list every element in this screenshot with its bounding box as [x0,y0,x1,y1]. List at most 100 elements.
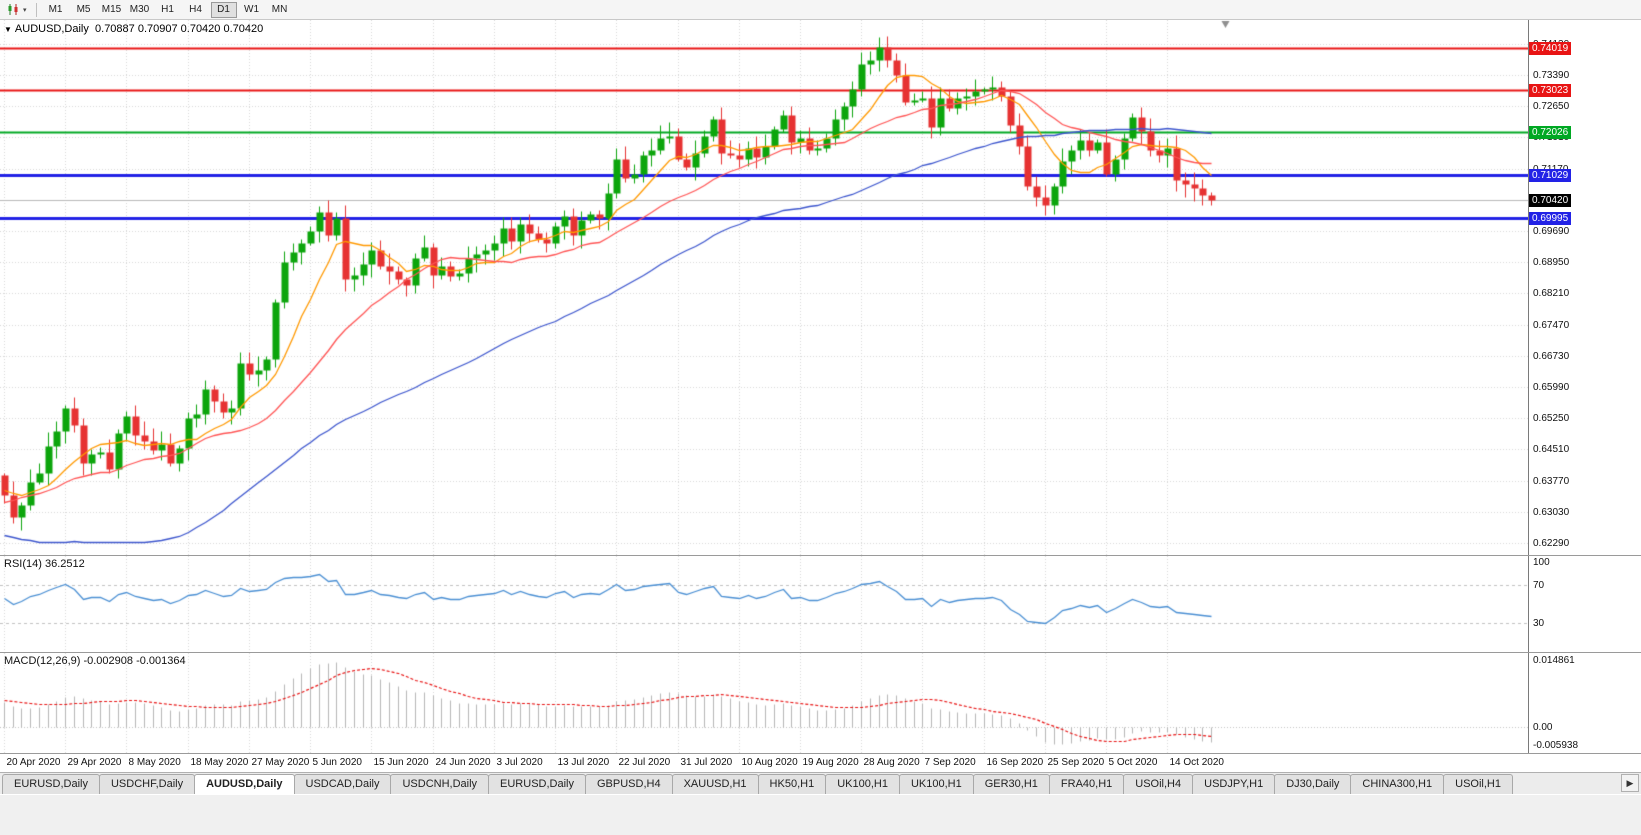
candlestick-chart-icon [8,4,18,15]
chart-tab-1-usdchf-daily[interactable]: USDCHF,Daily [98,774,196,794]
symbol-label: AUDUSD,Daily [14,23,89,35]
date-label: 16 Sep 2020 [986,757,1044,768]
ohlc-readout: 0.70887 0.70907 0.70420 0.70420 [95,23,264,35]
date-label: 24 Jun 2020 [435,757,491,768]
timeframe-button-d1[interactable]: D1 [210,1,237,18]
chart-tab-11-ger30-h1[interactable]: GER30,H1 [972,774,1050,794]
chart-tab-5-eurusd-daily[interactable]: EURUSD,Daily [488,774,586,794]
date-label: 31 Jul 2020 [680,757,733,768]
price-tick: 0.73390 [1533,69,1570,81]
chart-tab-13-usoil-h4[interactable]: USOil,H4 [1123,774,1194,794]
chart-tab-6-gbpusd-h4[interactable]: GBPUSD,H4 [585,774,673,794]
chart-tab-4-usdcnh-daily[interactable]: USDCNH,Daily [390,774,490,794]
rsi-axis[interactable]: 100 70 30 [1528,556,1641,652]
panel-splitter[interactable] [0,753,1641,754]
main-chart-canvas[interactable] [0,20,1528,555]
price-tick: 0.65990 [1533,381,1570,393]
price-level-box: 0.69995 [1529,211,1572,225]
date-label: 3 Jul 2020 [496,757,543,768]
panel-splitter[interactable] [0,652,1641,653]
date-label: 25 Sep 2020 [1047,757,1105,768]
timeframe-button-mn[interactable]: MN [267,2,293,18]
timeframe-button-m5[interactable]: M5 [71,2,97,18]
date-label: 8 May 2020 [128,757,181,768]
date-label: 22 Jul 2020 [618,757,671,768]
timeframe-button-m15[interactable]: M15 [99,2,125,18]
date-label: 18 May 2020 [190,757,249,768]
rsi-tick: 70 [1533,579,1545,591]
price-tick: 0.65250 [1533,412,1570,424]
date-label: 27 May 2020 [251,757,310,768]
price-tick: 0.68950 [1533,256,1570,268]
chart-tab-10-uk100-h1[interactable]: UK100,H1 [898,774,974,794]
rsi-label: RSI(14) 36.2512 [4,558,85,570]
price-level-box: 0.74019 [1529,41,1572,55]
macd-canvas[interactable] [0,653,1528,753]
date-label: 5 Jun 2020 [312,757,363,768]
chevron-down-icon[interactable]: ▾ [23,6,27,14]
symbol-ohlc-label: ▼ AUDUSD,Daily 0.70887 0.70907 0.70420 0.… [4,23,263,35]
price-axis[interactable]: 0.741300.733900.726500.719100.711700.704… [1528,20,1641,555]
price-tick: 0.63030 [1533,506,1570,518]
timeframe-button-h1[interactable]: H1 [155,2,181,18]
price-tick: 0.69690 [1533,225,1570,237]
date-label: 19 Aug 2020 [802,757,859,768]
panel-splitter[interactable] [0,555,1641,556]
timeframe-button-w1[interactable]: W1 [239,2,265,18]
timeframe-button-m1[interactable]: M1 [43,2,69,18]
chart-tab-16-china300-h1[interactable]: CHINA300,H1 [1350,774,1445,794]
price-level-box: 0.71029 [1529,168,1572,182]
chart-tabs: EURUSD,Daily USDCHF,Daily AUDUSD,Daily USDC… [2,773,1619,794]
macd-axis[interactable]: 0.014861 0.00 -0.005938 [1528,653,1641,753]
timeframe-group: M1 M5 M15 M30 H1 H4 D1 W1 MN [43,1,293,18]
chart-tab-0-eurusd-daily[interactable]: EURUSD,Daily [2,774,100,794]
price-level-box: 0.72026 [1529,125,1572,139]
chart-tab-2-audusd-daily[interactable]: AUDUSD,Daily [194,774,295,794]
tabs-scroll-right-button[interactable]: ▶ [1621,774,1639,792]
macd-min-tick: -0.005938 [1533,740,1579,751]
price-level-box: 0.73023 [1529,83,1572,97]
price-tick: 0.63770 [1533,475,1570,487]
macd-max-tick: 0.014861 [1533,655,1575,666]
date-label: 14 Oct 2020 [1169,757,1224,768]
chart-type-button[interactable]: ▾ [4,2,30,17]
chart-tab-9-uk100-h1[interactable]: UK100,H1 [825,774,900,794]
date-label: 15 Jun 2020 [373,757,429,768]
chart-tabs-bar: EURUSD,Daily USDCHF,Daily AUDUSD,Daily USDC… [0,772,1641,794]
chart-tab-7-xauusd-h1[interactable]: XAUUSD,H1 [671,774,759,794]
price-tick: 0.66730 [1533,350,1570,362]
timeframe-button-m30[interactable]: M30 [127,2,153,18]
chart-tab-14-usdjpy-h1[interactable]: USDJPY,H1 [1192,774,1276,794]
status-bar [0,794,1641,835]
macd-label: MACD(12,26,9) -0.002908 -0.001364 [4,655,186,667]
date-label: 29 Apr 2020 [67,757,122,768]
price-tick: 0.64510 [1533,443,1570,455]
date-label: 20 Apr 2020 [6,757,61,768]
chart-tab-15-dj30-daily[interactable]: DJ30,Daily [1274,774,1352,794]
timeframe-button-h4[interactable]: H4 [183,2,209,18]
toolbar: ▾ M1 M5 M15 M30 H1 H4 D1 W1 MN [0,0,1641,20]
chart-tab-3-usdcad-daily[interactable]: USDCAD,Daily [293,774,392,794]
triangle-marker-icon: ▼ [4,25,12,34]
rsi-canvas[interactable] [0,556,1528,652]
price-tick: 0.72650 [1533,100,1570,112]
rsi-tick: 100 [1533,557,1550,568]
date-label: 28 Aug 2020 [863,757,920,768]
rsi-panel: RSI(14) 36.2512 100 70 30 [0,556,1641,652]
chart-tab-8-hk50-h1[interactable]: HK50,H1 [757,774,827,794]
current-price-box: 0.70420 [1529,193,1572,207]
date-label: 5 Oct 2020 [1108,757,1158,768]
chart-tab-17-usoil-h1[interactable]: USOil,H1 [1443,774,1513,794]
date-label: 7 Sep 2020 [924,757,976,768]
main-chart-panel: ▼ AUDUSD,Daily 0.70887 0.70907 0.70420 0.… [0,20,1641,555]
time-axis[interactable]: 20 Apr 2020 29 Apr 2020 8 May 2020 18 May 2… [0,754,1641,772]
chart-tab-12-fra40-h1[interactable]: FRA40,H1 [1048,774,1125,794]
price-tick: 0.68210 [1533,287,1570,299]
toolbar-separator [35,2,37,17]
price-tick: 0.67470 [1533,319,1570,331]
date-label: 13 Jul 2020 [557,757,610,768]
rsi-tick: 30 [1533,617,1545,629]
macd-panel: MACD(12,26,9) -0.002908 -0.001364 0.0148… [0,653,1641,753]
price-tick: 0.62290 [1533,537,1570,549]
